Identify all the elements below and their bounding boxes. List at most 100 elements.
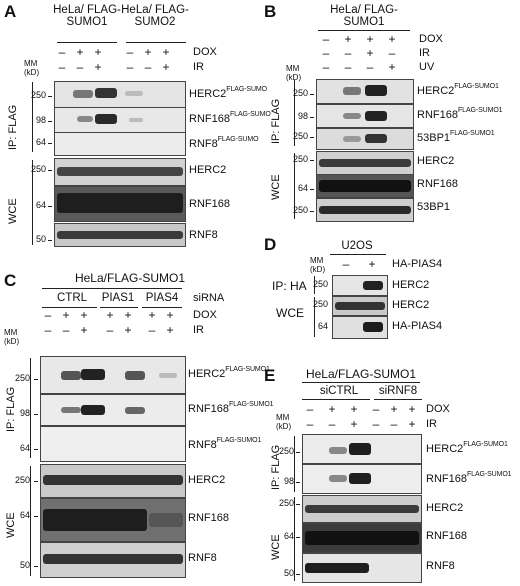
blot-label-ha-pias4: HA-PIAS4 — [392, 320, 443, 332]
blot-53bp1-ip — [316, 128, 414, 150]
sign: + — [328, 402, 336, 416]
blot-label-rnf8: RNF8 — [189, 229, 218, 241]
blot-herc2-wce — [316, 151, 414, 175]
mw-marker: 250 — [14, 475, 30, 485]
blot-rnf168-wce — [316, 174, 414, 198]
mw-marker: 50 — [35, 234, 46, 244]
blot-label-53bp1: 53BP1 — [417, 201, 451, 213]
sign: + — [62, 308, 70, 322]
sign: – — [322, 32, 330, 46]
sirna-group: siCTRL — [319, 385, 359, 397]
wce-label: WCE — [276, 306, 304, 320]
condition-label: IR — [419, 47, 430, 59]
sign: + — [148, 308, 156, 322]
sign: + — [166, 323, 174, 337]
sign: – — [388, 46, 396, 60]
blot-rnf8-wce — [302, 553, 422, 583]
blot-label-herc2: HERC2FLAG-SUMO1 — [188, 366, 270, 380]
mw-marker: 250 — [30, 90, 46, 100]
mw-marker: 64 — [19, 443, 30, 453]
blot-rnf168-wce — [302, 523, 422, 553]
blot-rnf8-wce — [54, 223, 186, 247]
sign: – — [372, 417, 380, 431]
mw-marker: 50 — [19, 560, 30, 570]
condition-label: DOX — [419, 33, 443, 45]
sign: + — [408, 417, 416, 431]
blot-53bp1-wce — [316, 198, 414, 222]
blot-herc2-ip — [40, 356, 186, 394]
sign: – — [372, 402, 380, 416]
mw-marker: 98 — [297, 111, 308, 121]
sign: – — [322, 60, 330, 74]
blot-rnf168-wce — [54, 186, 186, 222]
blot-rnf168-ip — [54, 107, 186, 133]
sign: + — [94, 45, 102, 59]
sign: + — [80, 308, 88, 322]
blot-ha-pias4-wce — [332, 316, 388, 339]
panel-label: A — [4, 2, 17, 21]
sign: – — [344, 60, 352, 74]
mw-marker: 64 — [19, 510, 30, 520]
sign: – — [306, 417, 314, 431]
blot-rnf8-wce — [40, 542, 186, 578]
blot-rnf168-ip — [316, 104, 414, 128]
sign: + — [76, 45, 84, 59]
cell-line-header: U2OS — [341, 240, 373, 252]
blot-herc2-wce — [40, 464, 186, 498]
cell-line-header: HeLa/FLAG-SUMO1 — [305, 367, 417, 381]
mw-marker: 250 — [278, 446, 294, 456]
sign: + — [80, 323, 88, 337]
blot-label-rnf168: RNF168 — [188, 512, 229, 524]
blot-label-rnf168: RNF168FLAG-SUMO1 — [417, 107, 503, 121]
mw-marker: 98 — [283, 476, 294, 486]
blot-label-herc2: HERC2 — [188, 474, 226, 486]
sign: – — [144, 60, 152, 74]
mw-marker: 250 — [278, 498, 294, 508]
mw-marker: 250 — [292, 205, 308, 215]
panel-label: E — [264, 366, 276, 385]
sign: + — [388, 60, 396, 74]
blot-label-rnf168: RNF168FLAG-SUMO — [189, 111, 271, 125]
blot-herc2-ip — [54, 81, 186, 108]
mw-marker: 64 — [35, 137, 46, 147]
mm-label: MM (kD) — [286, 64, 302, 82]
sirna-group: siRNF8 — [378, 385, 418, 397]
cell-line-header: HeLa/FLAG-SUMO1 — [74, 271, 186, 285]
cell-line-header: HeLa/ FLAG-SUMO1 — [330, 4, 398, 28]
panel-label: B — [264, 2, 277, 21]
blot-label-rnf168: RNF168FLAG-SUMO1 — [188, 401, 274, 415]
sign: – — [148, 323, 156, 337]
blot-label-herc2: HERC2 — [392, 279, 430, 291]
sign: – — [366, 60, 374, 74]
mw-marker: 250 — [312, 299, 328, 309]
mw-marker: 64 — [317, 321, 328, 331]
mw-marker: 64 — [35, 200, 46, 210]
condition-label: IR — [426, 418, 437, 430]
blot-label-herc2: HERC2FLAG-SUMO1 — [426, 441, 508, 455]
blot-label-rnf168: RNF168 — [426, 530, 467, 542]
panel-label: C — [4, 271, 17, 290]
sign: – — [106, 323, 114, 337]
condition-label: HA-PIAS4 — [392, 258, 443, 270]
blot-label-rnf8: RNF8FLAG-SUMO — [189, 136, 259, 150]
blot-herc2-ip — [302, 434, 422, 464]
blot-label-rnf168: RNF168FLAG-SUMO1 — [426, 471, 512, 485]
mm-label: MM (kD) — [24, 59, 40, 77]
mw-marker: 98 — [35, 115, 46, 125]
mw-marker: 64 — [297, 183, 308, 193]
sirna-group: PIAS4 — [145, 292, 179, 304]
sign: – — [306, 402, 314, 416]
sign: – — [342, 257, 350, 271]
wce-label: WCE — [7, 198, 19, 224]
sign: – — [126, 60, 134, 74]
ip-label: IP: FLAG — [7, 104, 19, 150]
sign: – — [322, 46, 330, 60]
mw-marker: 250 — [292, 131, 308, 141]
condition-label: UV — [419, 61, 435, 73]
mw-marker: 64 — [283, 531, 294, 541]
cell-line-header: HeLa/ FLAG- SUMO2 — [121, 4, 189, 28]
sign: – — [58, 60, 66, 74]
mm-label: MM (kD) — [310, 256, 326, 274]
sign: + — [350, 402, 358, 416]
sign: – — [44, 323, 52, 337]
